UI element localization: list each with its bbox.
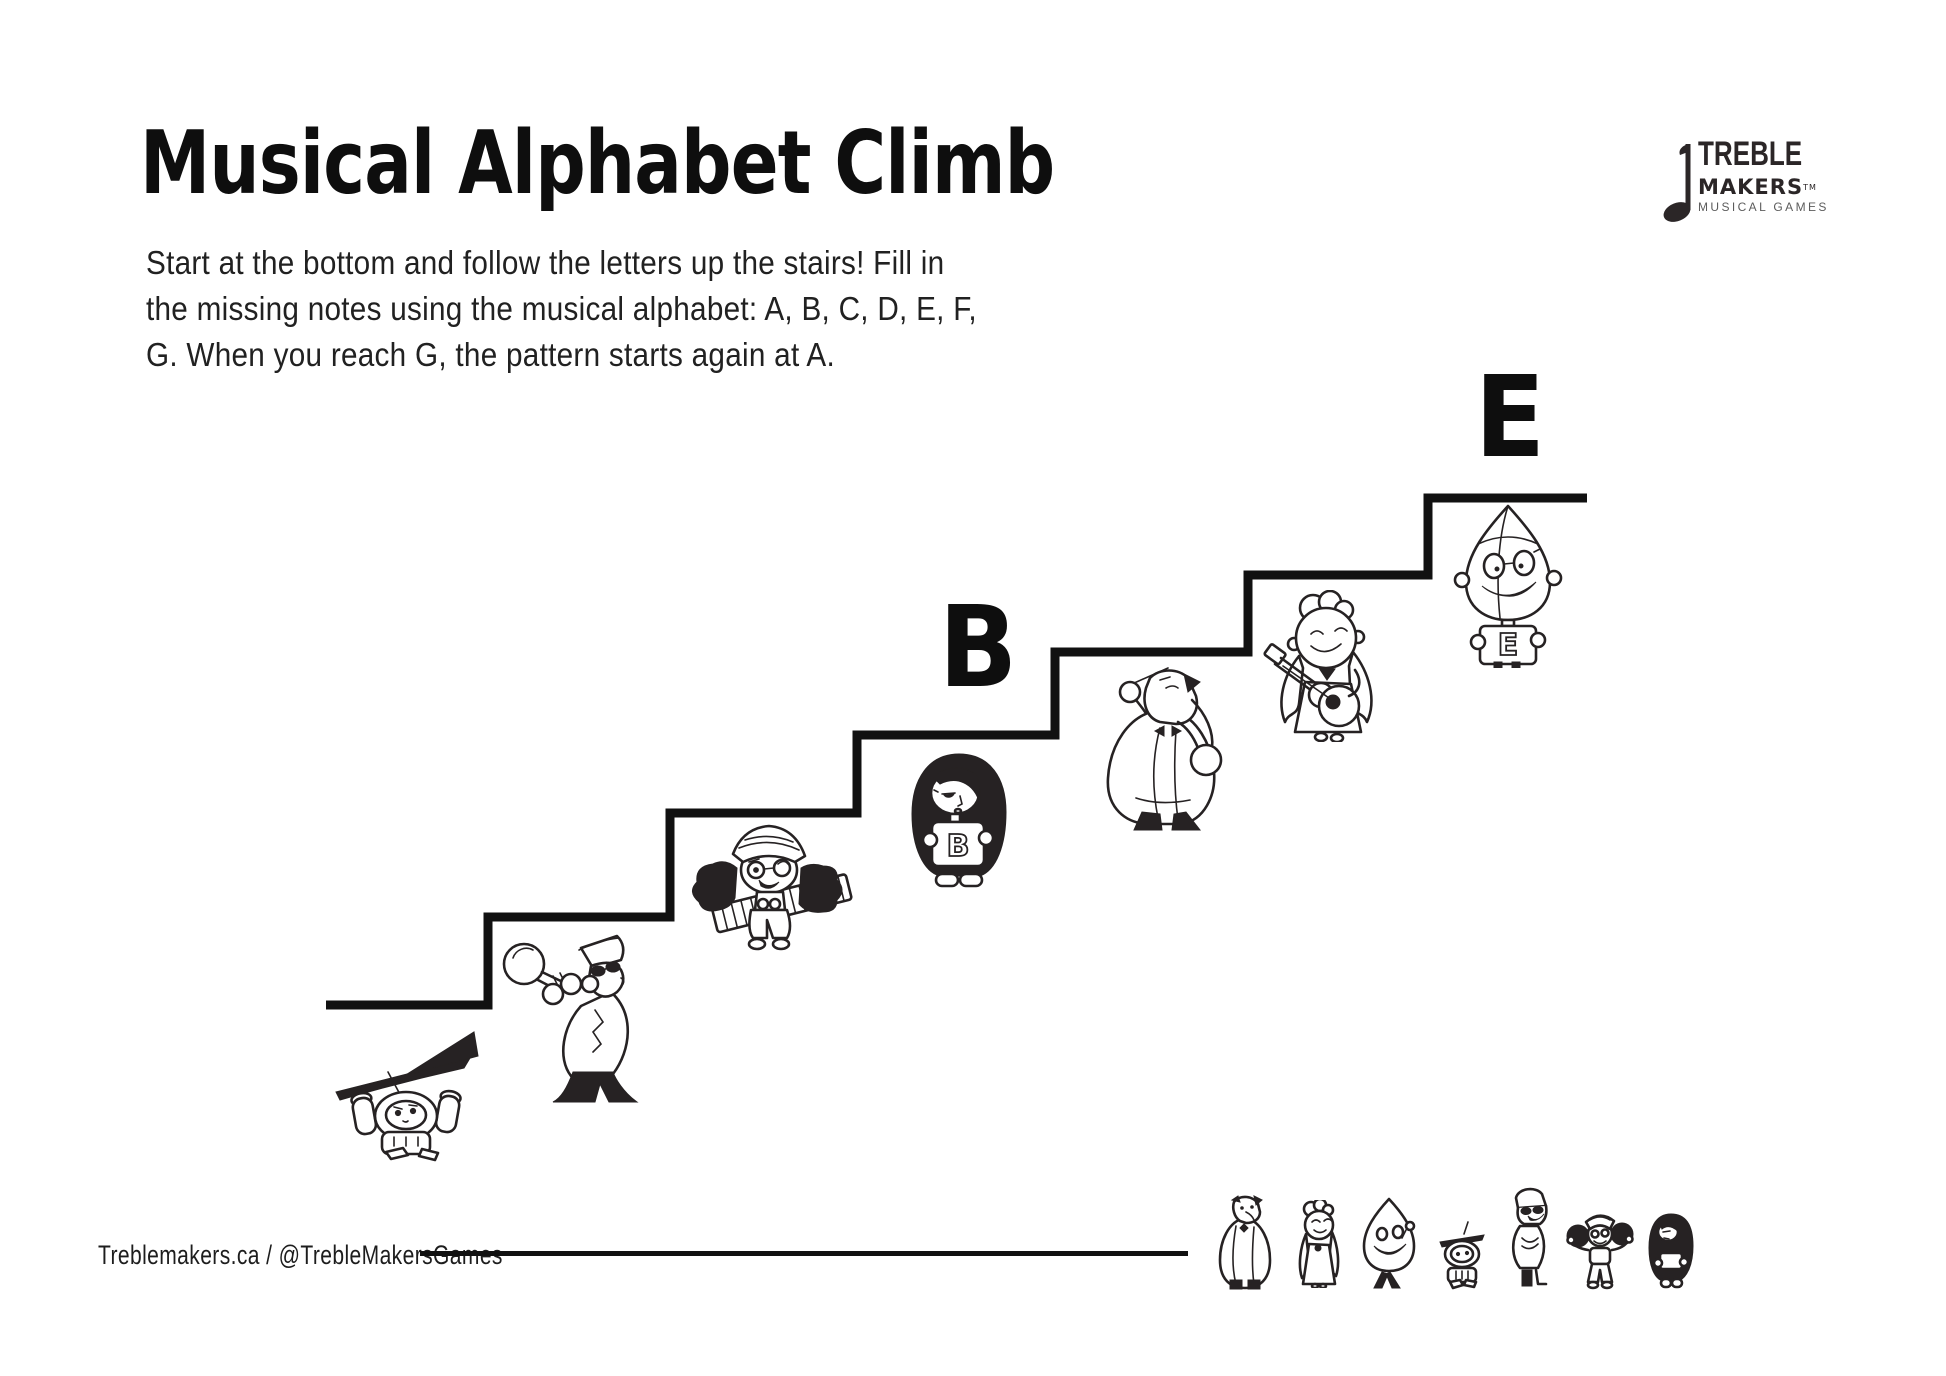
character-xylophone-girl [692, 824, 853, 951]
lineup-long-haired-girl [1648, 1213, 1694, 1289]
character-bear-conductor [1106, 667, 1223, 831]
footer-divider-line [420, 1251, 1188, 1256]
quarter-note-icon [1663, 144, 1691, 222]
answer-letter-b: B [938, 583, 1018, 713]
character-trumpet-player [502, 934, 639, 1103]
logo-wordmark-treble: TREBLE [1698, 133, 1803, 173]
lineup-grandma-guitarist [1298, 1200, 1340, 1288]
logo-text: TREBLE MAKERSTM MUSICAL GAMES [1698, 133, 1866, 215]
logo-wordmark-makers: MAKERSTM [1698, 176, 1866, 199]
instructions-line-1: Start at the bottom and follow the lette… [146, 244, 945, 281]
lineup-trumpet-player [1511, 1187, 1548, 1287]
lineup-bear-conductor [1218, 1195, 1272, 1290]
card-letter-e: E [1498, 628, 1519, 663]
character-girl-letter-b: B [911, 753, 1007, 888]
character-grandma-guitarist [1263, 590, 1373, 742]
page-title: Musical Alphabet Climb [140, 112, 1055, 214]
character-pick-kid-letter-e: E [1453, 504, 1563, 668]
character-robot-witch-hat [335, 1031, 479, 1162]
trademark-symbol: TM [1803, 183, 1817, 192]
logo-tagline: MUSICAL GAMES [1698, 200, 1829, 214]
instructions-line-2: the missing notes using the musical alph… [146, 290, 977, 327]
lineup-robot [1439, 1221, 1485, 1290]
lineup-guitar-pick-kid [1362, 1197, 1416, 1289]
instructions-line-3: G. When you reach G, the pattern starts … [146, 336, 835, 373]
instructions: Start at the bottom and follow the lette… [146, 240, 977, 378]
answer-letter-e: E [1474, 353, 1546, 483]
treblemakers-logo: TREBLE MAKERSTM MUSICAL GAMES [1662, 136, 1832, 228]
card-letter-b: B [947, 829, 970, 864]
lineup-xylophone-girl [1566, 1214, 1634, 1290]
logo-makers-text: MAKERS [1698, 175, 1804, 199]
